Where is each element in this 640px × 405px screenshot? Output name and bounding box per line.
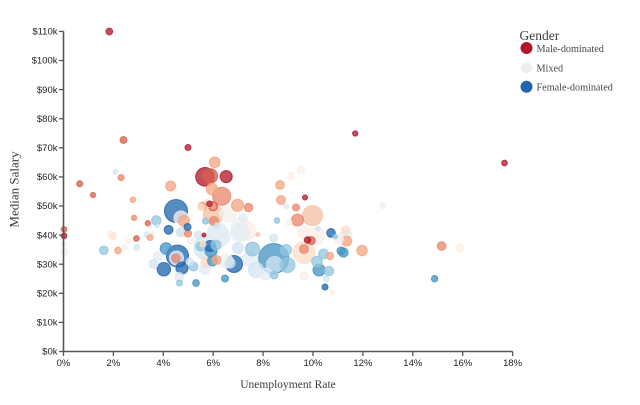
svg-text:16%: 16% [453, 358, 473, 369]
svg-text:$40k: $40k [37, 230, 58, 241]
svg-text:$30k: $30k [37, 259, 58, 270]
svg-text:$100k: $100k [32, 56, 58, 67]
svg-text:Gender: Gender [520, 28, 560, 43]
svg-text:10%: 10% [303, 358, 323, 369]
svg-text:$90k: $90k [37, 85, 58, 96]
svg-text:$110k: $110k [32, 27, 57, 38]
svg-text:14%: 14% [403, 358, 423, 369]
svg-text:6%: 6% [206, 358, 220, 369]
svg-text:$80k: $80k [37, 114, 58, 125]
svg-text:12%: 12% [353, 358, 373, 369]
svg-text:$0k: $0k [42, 347, 58, 358]
svg-text:$60k: $60k [37, 172, 58, 183]
svg-text:Male-dominated: Male-dominated [537, 44, 604, 55]
svg-text:Unemployment Rate: Unemployment Rate [240, 379, 336, 391]
svg-text:0%: 0% [57, 358, 71, 369]
svg-text:2%: 2% [107, 358, 121, 369]
svg-text:$50k: $50k [37, 201, 58, 212]
svg-text:Mixed: Mixed [537, 64, 564, 75]
svg-text:8%: 8% [256, 358, 270, 369]
svg-text:$70k: $70k [37, 143, 58, 154]
svg-text:4%: 4% [156, 358, 170, 369]
svg-text:18%: 18% [503, 358, 523, 369]
svg-text:Median Salary: Median Salary [7, 151, 22, 228]
svg-text:$10k: $10k [37, 318, 58, 329]
svg-text:$20k: $20k [37, 289, 58, 300]
svg-text:Female-dominated: Female-dominated [537, 83, 613, 94]
